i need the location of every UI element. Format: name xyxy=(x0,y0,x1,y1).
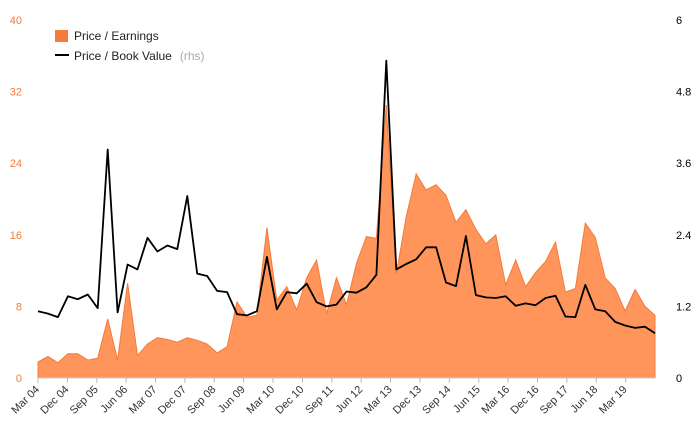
x-tick-label: Sep 11 xyxy=(303,384,336,417)
x-tick-label: Dec 16 xyxy=(508,384,541,417)
x-tick-label: Mar 04 xyxy=(9,384,42,417)
right-tick-label: 2.4 xyxy=(676,230,691,242)
x-tick-label: Dec 07 xyxy=(156,384,189,417)
legend-swatch-price-earnings xyxy=(55,30,68,42)
x-tick-label: Jun 06 xyxy=(98,384,130,416)
x-tick-label: Sep 14 xyxy=(420,384,453,417)
left-tick-label: 40 xyxy=(10,15,22,27)
x-tick-label: Mar 07 xyxy=(127,384,160,417)
x-tick-label: Mar 19 xyxy=(597,384,630,417)
legend-label-price-earnings: Price / Earnings xyxy=(74,29,159,43)
x-tick-label: Sep 08 xyxy=(185,384,218,417)
legend-label-price-book-group: Price / Book Value (rhs) xyxy=(74,47,205,64)
right-tick-label: 4.8 xyxy=(676,87,691,99)
left-tick-label: 8 xyxy=(16,301,22,313)
right-tick-label: 1.2 xyxy=(676,301,691,313)
x-tick-label: Jun 12 xyxy=(333,384,365,416)
x-tick-label: Jun 15 xyxy=(451,384,483,416)
left-tick-label: 16 xyxy=(10,230,22,242)
x-tick-label: Dec 04 xyxy=(38,384,71,417)
left-tick-label: 24 xyxy=(10,158,22,170)
series-price-book-line xyxy=(37,59,656,335)
left-tick-label: 32 xyxy=(10,87,22,99)
x-tick-label: Mar 16 xyxy=(480,384,513,417)
x-tick-label: Dec 13 xyxy=(391,384,424,417)
x-tick-label: Sep 17 xyxy=(538,384,571,417)
series-price-earnings-area xyxy=(37,104,656,379)
left-axis-ticks: 0 8 16 24 32 40 xyxy=(10,15,22,385)
right-axis-ticks: 0 1.2 2.4 3.6 4.8 6 xyxy=(676,15,691,385)
x-tick-label: Sep 05 xyxy=(68,384,101,417)
x-tick-label: Jun 18 xyxy=(569,384,601,416)
right-tick-label: 6 xyxy=(676,15,682,27)
x-tick-label: Mar 13 xyxy=(362,384,395,417)
legend: Price / Earnings Price / Book Value (rhs… xyxy=(55,29,205,64)
x-tick-label: Mar 10 xyxy=(244,384,277,417)
right-tick-label: 0 xyxy=(676,373,682,385)
legend-label-price-book: Price / Book Value xyxy=(74,49,172,63)
x-tick-label: Dec 10 xyxy=(273,384,306,417)
plot-area xyxy=(37,59,656,379)
right-tick-label: 3.6 xyxy=(676,158,691,170)
x-tick-label: Jun 09 xyxy=(216,384,248,416)
left-tick-label: 0 xyxy=(16,373,22,385)
legend-label-rhs-note: (rhs) xyxy=(180,49,205,63)
